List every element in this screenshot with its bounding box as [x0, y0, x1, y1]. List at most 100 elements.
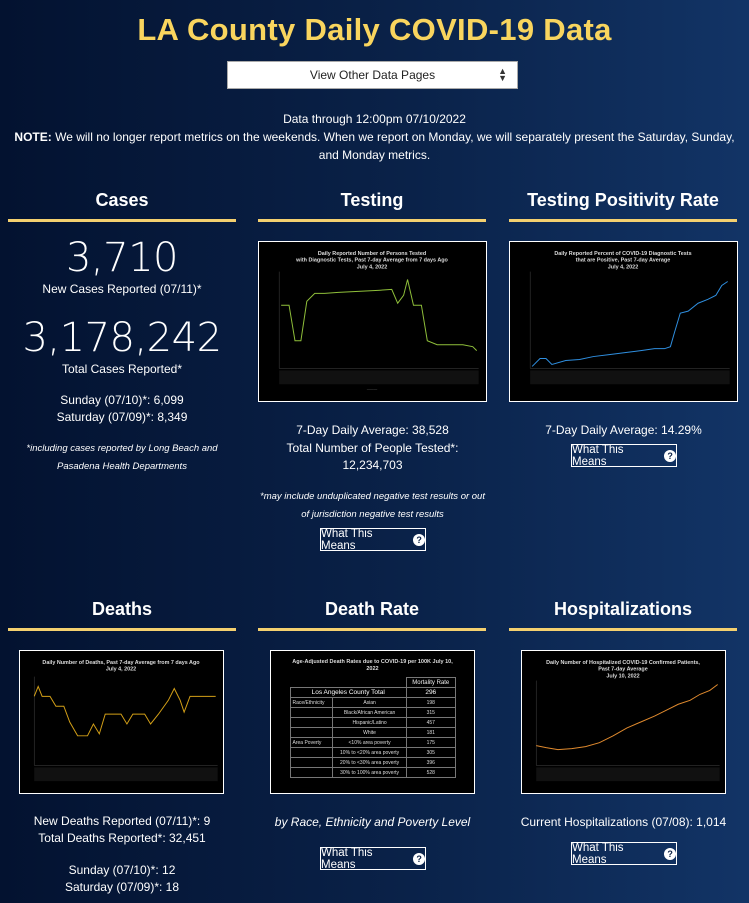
cases-rule — [8, 219, 236, 222]
hosp-chart-title-3: July 10, 2022 — [606, 674, 639, 680]
table-row: 10% to <20% area poverty 305 — [289, 747, 456, 758]
hospitalizations-current: Current Hospitalizations (07/08): 1,014 — [520, 815, 727, 829]
table-value: 457 — [406, 717, 456, 728]
table-label: 30% to 100% area poverty — [332, 767, 408, 778]
table-total-value: 296 — [406, 687, 456, 698]
deaths-heading: Deaths — [91, 599, 153, 619]
cases-saturday: Saturday (07/09)*: 8,349 — [56, 410, 188, 424]
table-label: Hispanic/Latino — [332, 717, 408, 728]
table-row: White 181 — [289, 727, 456, 738]
positivity-chart-title-3: July 4, 2022 — [608, 265, 638, 271]
cases-sunday: Sunday (07/10)*: 6,099 — [60, 393, 184, 407]
death-rate-table: Mortality Rate Los Angeles County Total … — [289, 677, 456, 778]
deaths-chart: Daily Number of Deaths, Past 7-day Avera… — [19, 650, 224, 794]
deaths-new: New Deaths Reported (07/11)*: 9 — [33, 814, 211, 828]
total-cases-label: Total Cases Reported* — [61, 362, 183, 376]
testing-heading: Testing — [340, 190, 404, 210]
positivity-line — [531, 281, 728, 367]
table-label: Asian — [332, 697, 408, 708]
deaths-chart-svg: Daily Number of Deaths, Past 7-day Avera… — [33, 660, 218, 782]
table-total-label: Los Angeles County Total — [289, 687, 408, 698]
data-pages-select[interactable]: View Other Data Pages ▲ ▼ — [227, 61, 518, 89]
positivity-rule — [509, 219, 737, 222]
select-value: View Other Data Pages — [309, 68, 436, 82]
table-group — [289, 767, 334, 778]
table-label: <10% area poverty — [332, 737, 408, 748]
deaths-chart-title-2: July 4, 2022 — [106, 667, 136, 673]
table-value: 315 — [406, 707, 456, 718]
hospitalizations-chart: Daily Number of Hospitalized COVID-19 Co… — [521, 650, 726, 794]
testing-rule — [258, 219, 486, 222]
death-rate-what-this-means-button[interactable]: What This Means ? — [320, 847, 426, 871]
table-row: Race/Ethnicity Asian 198 — [289, 697, 456, 708]
testing-what-this-means-button[interactable]: What This Means ? — [320, 527, 426, 552]
positivity-button-label: What This Means — [572, 443, 624, 468]
hospitalizations-line — [536, 684, 718, 751]
table-row: Area Poverty <10% area poverty 175 — [289, 737, 456, 748]
positivity-chart-title-1: Daily Reported Percent of COVID-19 Diagn… — [554, 251, 691, 257]
page-title: LA County Daily COVID-19 Data — [137, 12, 612, 47]
table-row: Los Angeles County Total 296 — [289, 687, 456, 698]
question-circle-icon: ? — [664, 847, 676, 860]
question-circle-icon: ? — [413, 852, 425, 865]
cases-heading: Cases — [95, 190, 149, 210]
table-row: Mortality Rate — [290, 677, 456, 688]
testing-footnote: *may include unduplicated negative test … — [260, 491, 485, 520]
hosp-chart-title-2: Past 7-day Average — [598, 667, 647, 673]
table-row: Black/African American 315 — [289, 707, 456, 718]
note-text: NOTE: We will no longer report metrics o… — [0, 128, 749, 164]
deaths-chart-title-1: Daily Number of Deaths, Past 7-day Avera… — [42, 660, 200, 666]
deaths-sunday: Sunday (07/10)*: 12 — [68, 863, 176, 877]
death-rate-rule — [258, 628, 486, 631]
question-circle-icon: ? — [413, 533, 425, 546]
hospitalizations-chart-svg: Daily Number of Hospitalized COVID-19 Co… — [535, 660, 720, 782]
table-value: 198 — [406, 697, 456, 708]
table-value: 181 — [406, 727, 456, 738]
testing-chart-title-1: Daily Reported Number of Persons Tested — [318, 251, 426, 257]
table-label: Black/African American — [332, 707, 408, 718]
testing-chart-title-2: with Diagnostic Tests, Past 7-day Averag… — [295, 258, 448, 264]
table-group — [289, 727, 334, 738]
table-group: Area Poverty — [289, 737, 334, 748]
table-group: Race/Ethnicity — [289, 697, 334, 708]
total-cases-number: 3,178,242 — [22, 315, 222, 361]
testing-chart: Daily Reported Number of Persons Tested … — [258, 241, 487, 402]
cases-footnote: *including cases reported by Long Beach … — [26, 443, 218, 472]
testing-chart-svg: Daily Reported Number of Persons Tested … — [278, 251, 479, 391]
deaths-saturday: Saturday (07/09)*: 18 — [64, 880, 180, 894]
table-row: 30% to 100% area poverty 528 — [289, 767, 456, 778]
hospitalizations-heading: Hospitalizations — [553, 599, 692, 619]
testing-line — [281, 279, 478, 351]
positivity-avg: 7-Day Daily Average: 14.29% — [545, 423, 702, 437]
deaths-total: Total Deaths Reported*: 32,451 — [38, 831, 206, 845]
question-circle-icon: ? — [664, 449, 676, 462]
table-value: 396 — [406, 757, 456, 768]
table-group — [289, 757, 334, 768]
positivity-what-this-means-button[interactable]: What This Means ? — [571, 443, 677, 468]
table-col-header: Mortality Rate — [406, 677, 456, 688]
testing-total-label: Total Number of People Tested*: — [286, 441, 459, 455]
table-value: 305 — [406, 747, 456, 758]
death-rate-table-title: Age-Adjusted Death Rates due to COVID-19… — [292, 659, 453, 672]
testing-avg: 7-Day Daily Average: 38,528 — [296, 423, 449, 437]
note-label: NOTE: — [14, 130, 52, 144]
note-body: We will no longer report metrics on the … — [51, 130, 735, 162]
hospitalizations-what-this-means-button[interactable]: What This Means ? — [571, 841, 677, 866]
svg-text:———: ——— — [367, 387, 378, 391]
hospitalizations-button-label: What This Means — [572, 841, 624, 866]
table-row: 20% to <30% area poverty 396 — [289, 757, 456, 768]
death-rate-table-image: Age-Adjusted Death Rates due to COVID-19… — [270, 650, 475, 794]
testing-button-label: What This Means — [321, 527, 373, 552]
table-value: 175 — [406, 737, 456, 748]
table-value: 528 — [406, 767, 456, 778]
deaths-line — [33, 685, 216, 737]
table-label: White — [332, 727, 408, 738]
data-through-text: Data through 12:00pm 07/10/2022 — [283, 112, 466, 126]
table-group — [289, 717, 334, 728]
positivity-heading: Testing Positivity Rate — [527, 190, 719, 210]
death-rate-caption: by Race, Ethnicity and Poverty Level — [274, 815, 471, 829]
positivity-chart-title-2: that are Positive, Past 7-day Average — [576, 258, 671, 264]
updown-arrows-icon: ▲ ▼ — [498, 66, 507, 83]
death-rate-heading: Death Rate — [324, 599, 420, 619]
table-label: 20% to <30% area poverty — [332, 757, 408, 768]
